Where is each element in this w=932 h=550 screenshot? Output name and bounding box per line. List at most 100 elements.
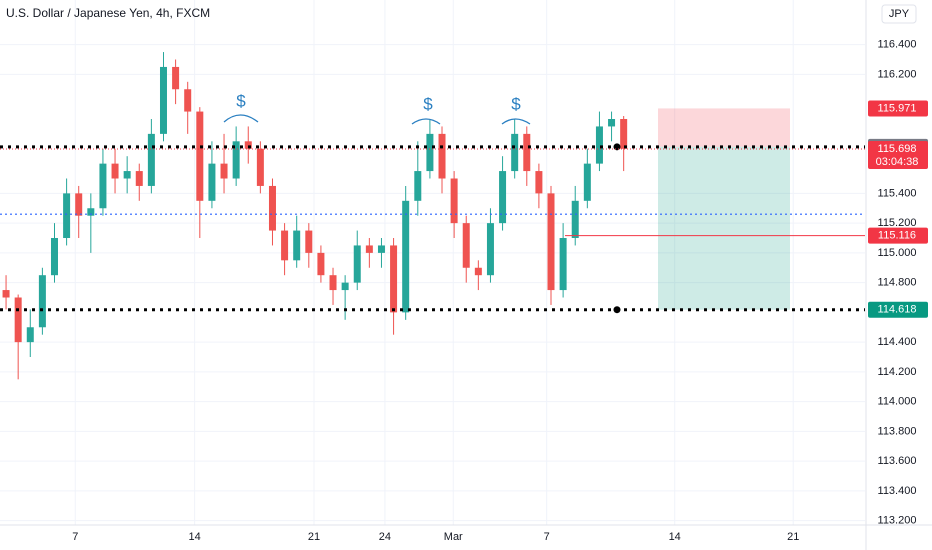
candle-body: [438, 133, 446, 179]
candle-body: [111, 163, 119, 179]
y-axis: 113.200 113.400 113.600 113.800 114.000 114.2…: [72, 39, 928, 543]
currency[interactable]: JPY: [889, 8, 910, 20]
y-tick-label: 113.200: [878, 515, 917, 527]
candle-body: [147, 133, 155, 186]
candle-body: [184, 89, 192, 112]
candle-body: [414, 171, 422, 201]
candle-body: [595, 126, 603, 164]
candle-body: [75, 193, 83, 216]
x-tick-label: Mar: [444, 531, 463, 543]
y-tick-label: 116.200: [878, 68, 917, 80]
candle-body: [608, 119, 616, 127]
y-tick-label: 114.400: [878, 336, 917, 348]
chart-title: U.S. Dollar / Japanese Yen, 4h, FXCM: [6, 6, 210, 20]
price-label: 115.698: [878, 143, 917, 155]
y-tick-label: 113.800: [878, 425, 917, 437]
candle-body: [305, 230, 313, 253]
annotation: $: [236, 91, 246, 110]
annotation: $: [511, 94, 521, 113]
candle-body: [172, 66, 180, 90]
candle-body: [486, 223, 494, 276]
candle-body: [462, 223, 470, 268]
stop-zone: [658, 108, 790, 147]
candle-body: [196, 111, 204, 201]
y-tick-label: 114.800: [878, 277, 917, 289]
candle-body: [244, 141, 252, 149]
y-tick-label: 113.600: [878, 455, 917, 467]
y-tick-label: 113.400: [878, 485, 917, 497]
x-tick-label: 21: [308, 531, 320, 543]
target-zone: [658, 146, 790, 310]
price-label: 114.618: [878, 304, 917, 316]
x-tick-label: 21: [787, 531, 799, 543]
candle-body: [535, 171, 543, 194]
price-label-bg: [868, 301, 928, 318]
candle-body: [232, 141, 240, 179]
plot: [2, 52, 628, 380]
candle-body: [402, 200, 410, 313]
candle-body: [390, 245, 398, 313]
currency-box[interactable]: [881, 4, 917, 24]
countdown: 03:04:38: [876, 156, 919, 168]
candle-body: [220, 163, 228, 179]
price-label: 115.116: [878, 230, 916, 242]
candle-body: [281, 230, 289, 261]
annotation-arc: [501, 118, 531, 125]
candle-body: [559, 238, 567, 291]
candle-body: [26, 327, 34, 343]
candle-body: [377, 245, 385, 253]
overlay: $ $ $: [0, 91, 865, 314]
candle-body: [474, 267, 482, 276]
x-tick-label: 7: [72, 531, 78, 543]
candle-body: [208, 163, 216, 201]
candle-body: [450, 178, 458, 224]
y-tick-label: 114.200: [878, 366, 917, 378]
level-handle[interactable]: [613, 143, 621, 151]
candle-body: [341, 282, 349, 291]
candle-body: [50, 238, 58, 276]
candle-body: [159, 66, 167, 134]
candle-body: [256, 148, 264, 186]
candle-body: [63, 193, 71, 239]
level-handle[interactable]: [613, 306, 621, 314]
y-tick-label: 115.000: [878, 247, 917, 259]
x-tick-label: 24: [379, 531, 391, 543]
annotation-arc: [223, 114, 259, 123]
y-tick-label: 116.400: [878, 39, 917, 51]
candle-body: [2, 290, 10, 298]
candle-body: [99, 163, 107, 209]
candle-body: [583, 163, 591, 201]
price-label-bg: [868, 141, 928, 170]
price-label-bg: [868, 227, 928, 244]
candle-body: [571, 200, 579, 239]
y-tick-label: 114.000: [878, 396, 917, 408]
x-tick-label: 14: [189, 531, 201, 543]
candle-body: [38, 275, 46, 328]
candle-body: [547, 193, 555, 291]
annotation-arc: [411, 118, 441, 125]
candle-body: [329, 275, 337, 291]
candle-body: [135, 171, 143, 186]
x-tick-label: 14: [669, 531, 681, 543]
candle-body: [123, 171, 131, 179]
candle-body: [87, 208, 95, 216]
candle-body: [14, 297, 22, 343]
x-tick-label: 7: [544, 531, 550, 543]
price-label: 115.971: [878, 102, 917, 114]
grid: [0, 0, 865, 525]
candle-body: [426, 133, 434, 172]
candle-body: [365, 245, 373, 253]
candle-body: [353, 245, 361, 283]
candle-body: [317, 252, 325, 276]
candle-body: [268, 185, 276, 231]
candle-body: [523, 133, 531, 172]
candle-body: [511, 133, 519, 172]
annotation: $: [423, 94, 433, 113]
y-tick-label: 115.200: [878, 217, 917, 229]
candle-body: [620, 119, 628, 149]
price-label-bg: [868, 100, 928, 117]
y-tick-label: 115.400: [878, 187, 917, 199]
candle-body: [499, 171, 507, 224]
